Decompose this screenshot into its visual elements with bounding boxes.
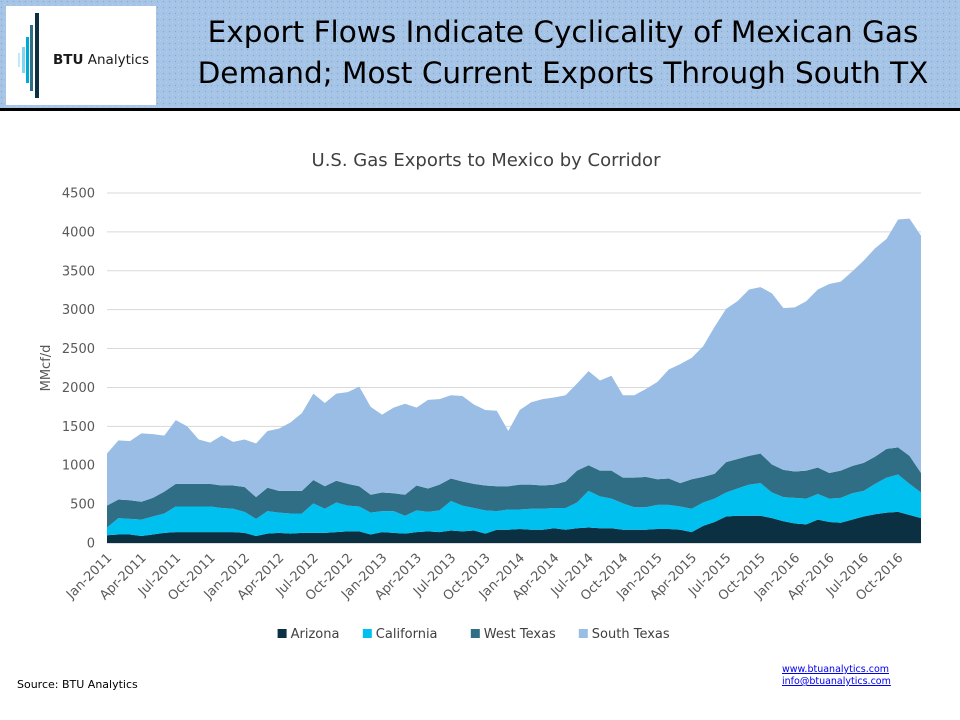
area-south-texas xyxy=(107,218,921,506)
y-tick-label: 4000 xyxy=(62,225,95,240)
legend-label: West Texas xyxy=(484,627,556,642)
legend-swatch xyxy=(470,629,480,638)
title-line-1: Export Flows Indicate Cyclicality of Mex… xyxy=(207,15,919,49)
y-tick-label: 500 xyxy=(70,498,95,513)
area-arizona xyxy=(107,511,921,543)
legend-swatch xyxy=(362,629,372,638)
title-line-2: Demand; Most Current Exports Through Sou… xyxy=(197,56,929,90)
logo-wordmark: BTU Analytics xyxy=(53,52,150,68)
legend-label: California xyxy=(376,627,438,642)
website-link[interactable]: www.btuanalytics.com xyxy=(782,664,890,675)
header-banner: BTU Analytics Export Flows Indicate Cycl… xyxy=(0,0,960,111)
footer-links: www.btuanalytics.com info@btuanalytics.c… xyxy=(782,664,891,688)
legend-label: Arizona xyxy=(291,627,340,642)
series-areas xyxy=(107,218,921,543)
y-tick-label: 3000 xyxy=(62,303,95,318)
area-west-texas xyxy=(107,447,921,528)
header-texture xyxy=(0,0,960,108)
chart-title: U.S. Gas Exports to Mexico by Corridor xyxy=(312,150,662,171)
legend-swatch xyxy=(277,629,287,638)
y-tick-label: 4500 xyxy=(62,187,95,202)
logo-bars-icon xyxy=(18,13,39,98)
email-link[interactable]: info@btuanalytics.com xyxy=(782,676,891,687)
page-title: Export Flows Indicate Cyclicality of Mex… xyxy=(172,12,954,94)
y-axis-label: MMcf/d xyxy=(39,345,54,392)
y-tick-label: 2500 xyxy=(62,342,95,357)
y-tick-label: 3500 xyxy=(62,264,95,279)
source-note: Source: BTU Analytics xyxy=(17,678,138,691)
logo: BTU Analytics xyxy=(6,6,156,105)
x-axis-ticks: Jan-2011Apr-2011Jul-2011Oct-2011Jan-2012… xyxy=(63,551,906,604)
y-axis-ticks: 0 500 1000 1500 2000 2500 3000 3500 4000 4500 xyxy=(62,187,95,552)
legend: Arizona California West Texas South Texas xyxy=(277,627,670,642)
y-tick-label: 1500 xyxy=(62,420,95,435)
legend-swatch xyxy=(578,629,588,638)
area-california xyxy=(107,474,921,536)
y-tick-label: 1000 xyxy=(62,459,95,474)
y-tick-label: 2000 xyxy=(62,381,95,396)
y-tick-label: 0 xyxy=(87,537,95,552)
legend-label: South Texas xyxy=(592,627,670,642)
stacked-area-chart: U.S. Gas Exports to Mexico by Corridor 0… xyxy=(39,150,921,642)
